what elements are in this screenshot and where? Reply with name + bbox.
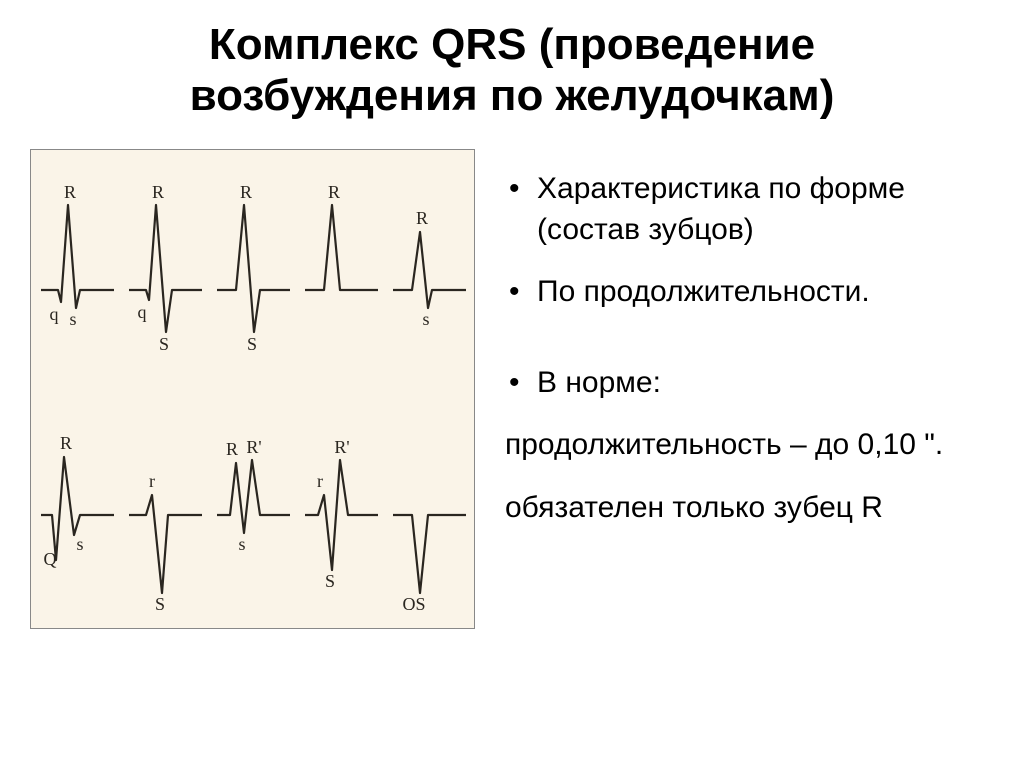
waveform-label: s [422, 309, 429, 329]
bullet-item: По продолжительности. [505, 272, 994, 313]
waveform-label: S [155, 594, 165, 610]
bullet-text: В норме: [537, 366, 661, 399]
qrs-waveform: R R' s [212, 385, 300, 610]
title-line1: Комплекс QRS (проведение [209, 20, 815, 69]
waveform-path [41, 205, 114, 308]
qrs-waveform: RqS [124, 160, 212, 385]
qrs-waveform: R Qs [36, 385, 124, 610]
qrs-waveform: rS [124, 385, 212, 610]
waveform-label: q [138, 302, 147, 322]
qrs-waveform: RS [212, 160, 300, 385]
waveform-label: S [247, 334, 257, 354]
qrs-waveform: r R' S [300, 385, 388, 610]
bullet-item: В норме: [505, 363, 994, 404]
waveform-label: R [60, 433, 72, 453]
waveform-label: S [159, 334, 169, 354]
bullet-text: продолжительность – до 0,10 ". [505, 428, 943, 461]
waveform-path [393, 515, 466, 593]
qrs-waveform: R [300, 160, 388, 385]
bullet-text: обязателен только зубец R [505, 491, 883, 524]
qrs-waveform: Rqs [36, 160, 124, 385]
waveform-label: R [240, 182, 252, 202]
waveform-label: S [325, 571, 335, 591]
waveform-label: R [328, 182, 340, 202]
waveform-path [129, 495, 202, 593]
waveform-path [305, 205, 378, 290]
waveform-label: Q [44, 549, 57, 569]
waveform-label: r [149, 471, 155, 491]
bullet-text: По продолжительности. [537, 275, 870, 308]
waveform-path [305, 460, 378, 570]
waveform-label: R [152, 182, 164, 202]
waveform-label: R [226, 439, 238, 459]
waveform-label: R [64, 182, 76, 202]
waveform-label: s [69, 309, 76, 329]
title-line2: возбуждения по желудочкам) [190, 71, 835, 120]
waveform-label: R [416, 208, 428, 228]
qrs-waveform: Rs [388, 160, 476, 385]
qrs-diagram-panel: RqsRqSRSRRsRQsrSRR'srR'SQS [30, 149, 475, 629]
waveform-path [393, 232, 466, 308]
bullet-item: обязателен только зубец R [505, 488, 994, 529]
waveform-label: q [50, 304, 59, 324]
content-row: RqsRqSRSRRsRQsrSRR'srR'SQS Характеристик… [30, 149, 994, 629]
page-title: Комплекс QRS (проведение возбуждения по … [30, 20, 994, 121]
bullet-text: Характеристика по форме (состав зубцов) [537, 172, 905, 246]
waveform-label: QS [402, 594, 425, 610]
waveform-label: s [76, 534, 83, 554]
bullet-item: Характеристика по форме (состав зубцов) [505, 169, 994, 250]
waveform-label: s [238, 534, 245, 554]
qrs-waveform: QS [388, 385, 476, 610]
bullet-item: продолжительность – до 0,10 ". [505, 425, 994, 466]
waveform-label: R' [246, 437, 261, 457]
waveform-label: R' [334, 437, 349, 457]
waveform-path [217, 205, 290, 332]
bullet-list: Характеристика по форме (состав зубцов) … [505, 149, 994, 629]
waveform-label: r [317, 471, 323, 491]
waveform-path [217, 460, 290, 533]
